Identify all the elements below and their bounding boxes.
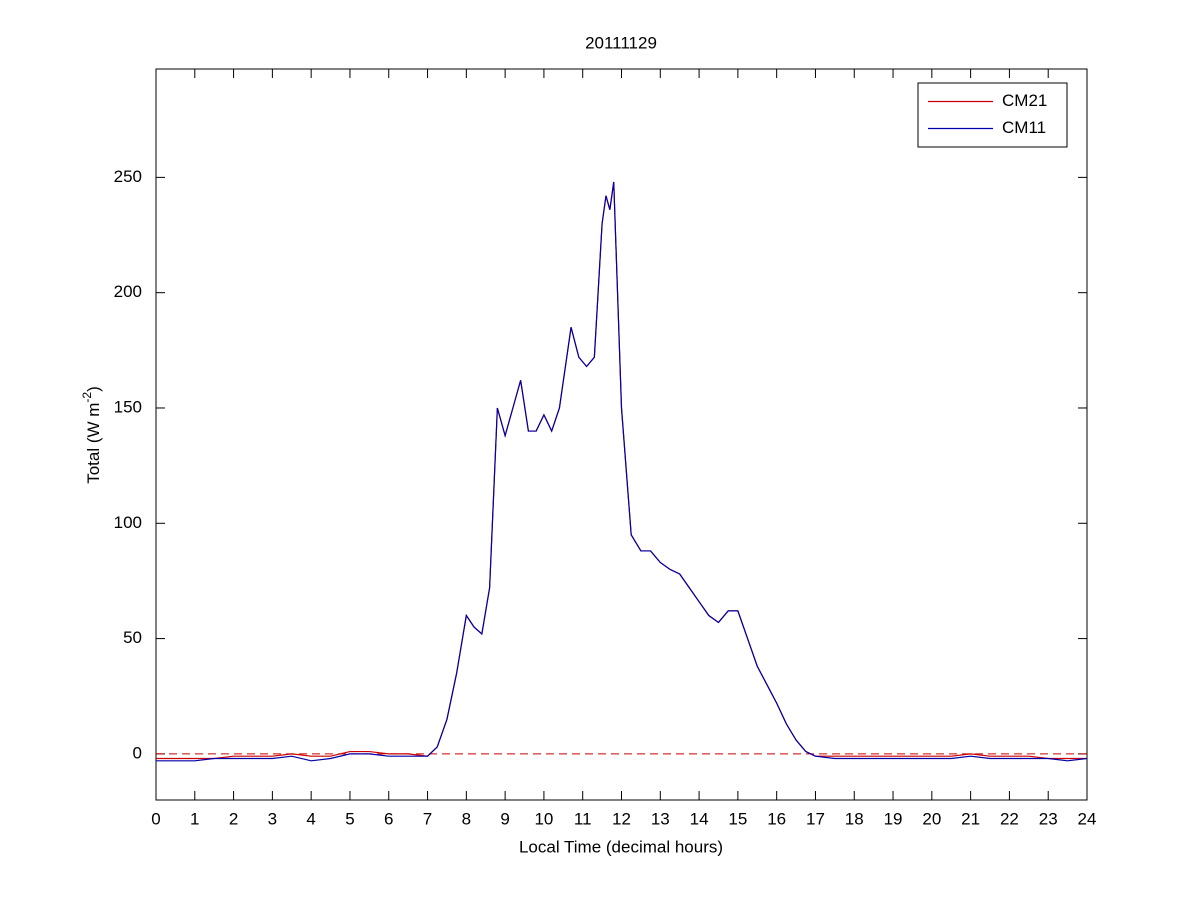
x-tick-label: 13 [651,809,670,828]
x-tick-label: 14 [690,809,709,828]
y-label-sup: -2 [80,392,94,403]
x-tick-label: 9 [500,809,509,828]
y-tick-label: 150 [114,397,142,416]
x-tick-label: 0 [151,809,160,828]
legend-label: CM21 [1002,91,1047,110]
x-tick-label: 24 [1078,809,1097,828]
y-label-text: Total (W m [84,403,103,484]
x-tick-label: 18 [845,809,864,828]
x-tick-label: 4 [306,809,315,828]
x-tick-label: 8 [462,809,471,828]
y-tick-label: 250 [114,167,142,186]
legend-label: CM11 [1002,118,1046,137]
y-tick-label: 0 [133,743,142,762]
x-tick-label: 3 [268,809,277,828]
x-tick-label: 21 [961,809,980,828]
x-tick-label: 16 [767,809,786,828]
x-tick-label: 1 [190,809,199,828]
x-tick-label: 7 [423,809,432,828]
x-tick-label: 17 [806,809,825,828]
x-axis-label: Local Time (decimal hours) [519,837,723,856]
x-tick-label: 2 [229,809,238,828]
x-tick-label: 22 [1000,809,1019,828]
legend-box [917,82,1068,148]
legend: CM21 CM11 [917,82,1068,148]
series-line [156,181,1088,762]
y-tick-label: 100 [114,513,142,532]
y-axis-label: Total (W m-2) [80,386,103,484]
x-tick-label: 12 [612,809,631,828]
x-tick-label: 23 [1039,809,1058,828]
x-tick-label: 5 [345,809,354,828]
y-tick-label: 50 [123,628,142,647]
x-tick-label: 10 [534,809,553,828]
x-tick-label: 6 [384,809,393,828]
x-tick-label: 20 [922,809,941,828]
y-label-end: ) [84,386,103,392]
plot-area [155,68,1088,801]
chart-title: 20111129 [585,33,657,52]
x-tick-label: 11 [574,809,592,828]
x-tick-label: 15 [728,809,747,828]
y-tick-label: 200 [114,282,142,301]
x-tick-label: 19 [884,809,903,828]
